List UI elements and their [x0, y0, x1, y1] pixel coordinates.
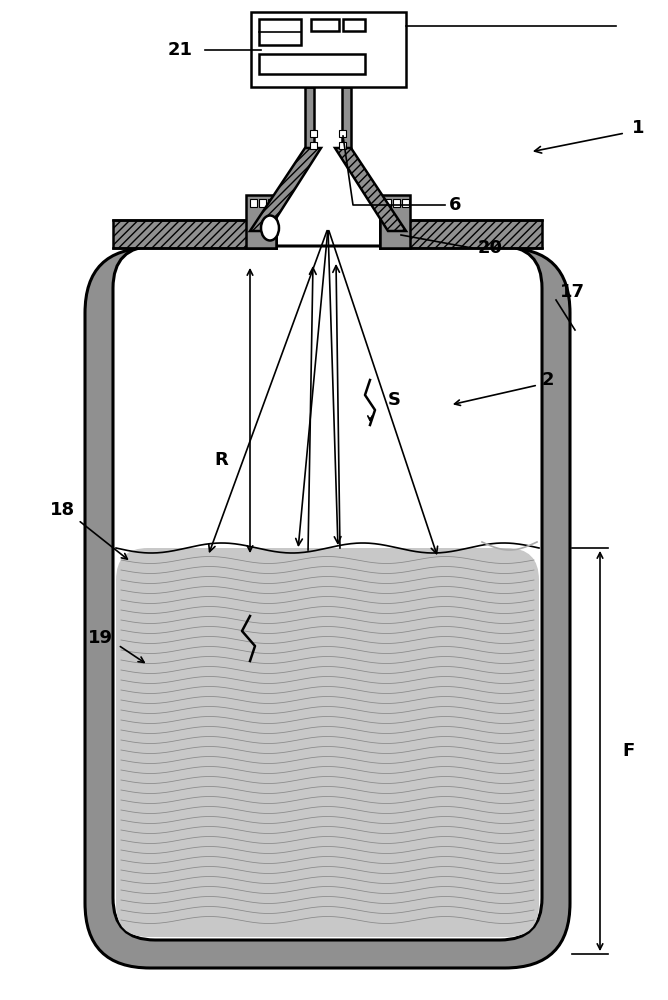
- Text: 1: 1: [632, 119, 644, 137]
- Text: 20: 20: [478, 239, 502, 257]
- Bar: [250, 199, 257, 207]
- Polygon shape: [250, 148, 321, 231]
- FancyBboxPatch shape: [113, 246, 542, 940]
- Bar: [339, 142, 346, 149]
- Text: F: F: [622, 742, 634, 760]
- Bar: [305, 87, 314, 148]
- Polygon shape: [335, 148, 406, 231]
- Text: S: S: [388, 391, 401, 409]
- FancyBboxPatch shape: [116, 548, 539, 937]
- Bar: [343, 19, 365, 31]
- Bar: [402, 199, 409, 207]
- Text: 6: 6: [449, 196, 461, 214]
- Bar: [259, 54, 365, 74]
- Bar: [384, 199, 391, 207]
- FancyBboxPatch shape: [85, 248, 570, 968]
- Bar: [310, 130, 317, 137]
- Text: 2: 2: [542, 371, 554, 389]
- Text: 17: 17: [560, 283, 584, 301]
- Bar: [380, 195, 410, 248]
- Bar: [380, 220, 542, 248]
- Ellipse shape: [261, 216, 279, 240]
- Bar: [259, 199, 266, 207]
- Bar: [342, 87, 351, 148]
- Text: 19: 19: [88, 629, 112, 647]
- Bar: [113, 220, 276, 248]
- Bar: [380, 220, 542, 248]
- Text: 18: 18: [49, 501, 75, 519]
- Bar: [393, 199, 400, 207]
- Bar: [246, 195, 276, 248]
- Bar: [113, 220, 276, 248]
- Bar: [311, 19, 339, 31]
- Text: 21: 21: [168, 41, 192, 59]
- Bar: [246, 195, 276, 248]
- Text: R: R: [214, 451, 228, 469]
- Bar: [305, 87, 314, 148]
- Bar: [342, 87, 351, 148]
- Bar: [268, 199, 275, 207]
- Bar: [250, 12, 405, 87]
- Bar: [380, 195, 410, 248]
- Bar: [310, 142, 317, 149]
- Bar: [259, 19, 301, 45]
- Bar: [339, 130, 346, 137]
